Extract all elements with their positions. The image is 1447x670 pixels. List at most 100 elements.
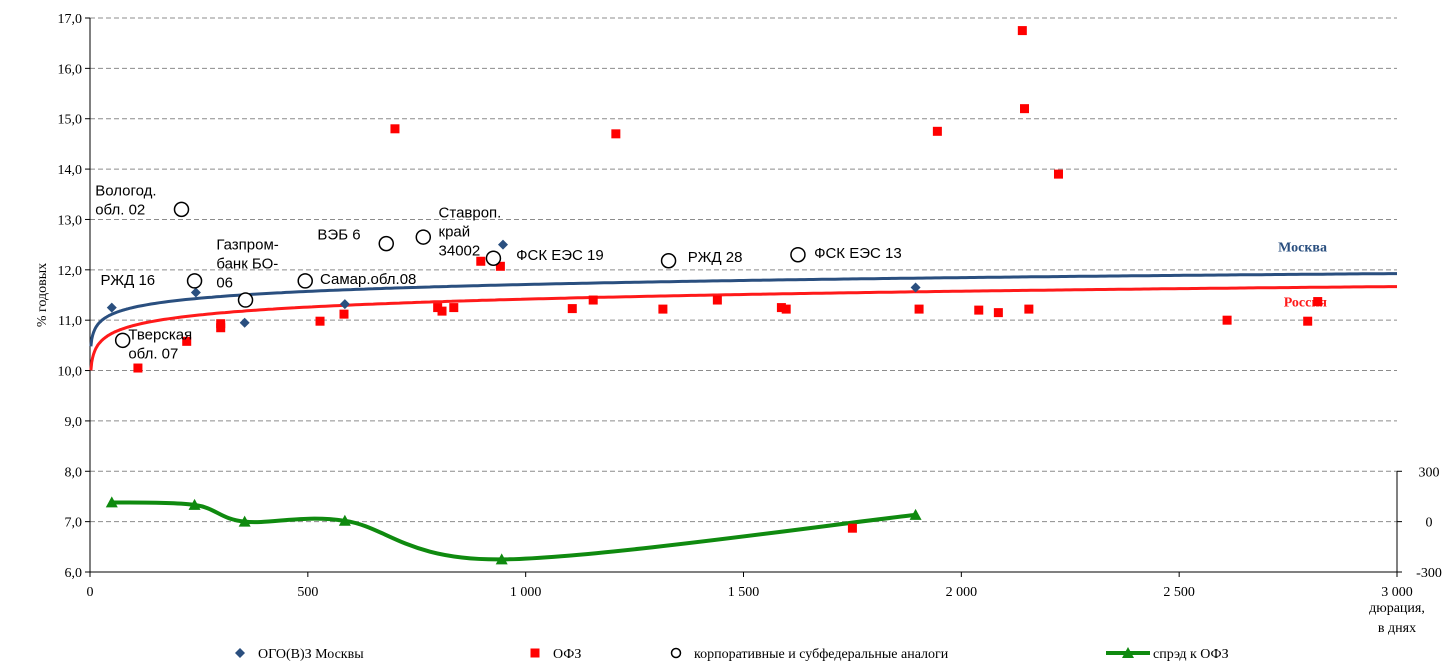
- x-tick-label: 3 000: [1381, 585, 1413, 600]
- point-annotation: край: [439, 223, 471, 240]
- y-tick-label: 9,0: [65, 415, 83, 430]
- spread-point: [495, 553, 508, 565]
- legend-diamond-icon: [235, 648, 245, 658]
- corporate-point: [237, 292, 254, 308]
- ofz-point: [588, 295, 598, 305]
- ofz-point: [133, 363, 143, 373]
- x-tick-label: 0: [87, 585, 94, 600]
- corporate-point: [485, 250, 502, 266]
- legend-triangle-icon: [1122, 647, 1134, 658]
- y2-tick-label: 300: [1419, 465, 1440, 480]
- moscow-bond-point: [910, 282, 921, 293]
- spread-line: [111, 500, 916, 562]
- spread-point: [338, 514, 351, 526]
- ofz-point: [495, 261, 505, 271]
- ofz-point: [914, 304, 924, 314]
- y-axis-label: % годовых: [35, 263, 50, 327]
- point-annotation: обл. 07: [128, 345, 178, 362]
- point-annotation: обл. 02: [95, 201, 145, 218]
- ofz-point: [611, 129, 621, 139]
- corporate-point: [415, 229, 432, 245]
- point-annotation: Самар.обл.08: [320, 271, 416, 288]
- y-tick-label: 15,0: [58, 113, 83, 128]
- ofz-point: [781, 304, 791, 314]
- y-tick-label: 7,0: [65, 516, 83, 531]
- y2-tick-label: -300: [1416, 566, 1442, 581]
- moscow-bond-point: [190, 287, 201, 298]
- point-annotation: РЖД 16: [100, 272, 155, 289]
- ofz-point: [932, 126, 942, 136]
- ofz-point: [1222, 315, 1232, 325]
- ofz-point: [216, 323, 226, 333]
- point-annotation: Ставроп.: [439, 204, 502, 221]
- y-tick-label: 8,0: [65, 465, 83, 480]
- x-axis-label-line1: дюрация,: [1369, 601, 1425, 616]
- x-tick-label: 2 000: [946, 585, 978, 600]
- corporate-point: [186, 273, 203, 289]
- curve-moscow: [89, 272, 1397, 347]
- legend-label: корпоративные и субфедеральные аналоги: [694, 647, 949, 662]
- ofz-point: [1313, 297, 1323, 307]
- ofz-point: [449, 303, 459, 313]
- y-tick-label: 17,0: [58, 12, 83, 27]
- curve-label-moscow: Москва: [1278, 241, 1327, 256]
- y-tick-label: 10,0: [58, 365, 83, 380]
- point-annotation: РЖД 28: [688, 249, 743, 266]
- legend-label: ОГО(В)З Москвы: [258, 647, 364, 662]
- corporate-point: [378, 235, 395, 252]
- ofz-point: [437, 306, 447, 316]
- point-annotation: Тверская: [128, 326, 192, 343]
- ofz-point: [776, 303, 786, 313]
- spread-point: [188, 498, 201, 510]
- ofz-point: [974, 305, 984, 315]
- y-tick-label: 11,0: [58, 314, 82, 329]
- legend-label: ОФЗ: [553, 647, 581, 662]
- x-axis-label-line2: в днях: [1378, 621, 1416, 636]
- ofz-point: [658, 304, 668, 314]
- point-annotation: Вологод.: [95, 182, 156, 199]
- point-annotation: ФСК ЕЭС 19: [516, 247, 604, 264]
- y-tick-label: 6,0: [65, 566, 83, 581]
- ofz-point: [315, 316, 325, 326]
- ofz-point: [390, 124, 400, 134]
- ofz-point: [1020, 104, 1030, 114]
- x-tick-label: 500: [297, 585, 318, 600]
- ofz-point: [1303, 316, 1313, 326]
- corporate-point: [660, 253, 677, 269]
- ofz-point: [1024, 304, 1034, 314]
- ofz-point: [993, 308, 1003, 318]
- point-annotation: ВЭБ 6: [317, 227, 360, 244]
- ofz-point: [182, 336, 192, 346]
- point-annotation: ФСК ЕЭС 13: [814, 245, 902, 262]
- y-tick-label: 14,0: [58, 163, 83, 178]
- ofz-point: [1053, 169, 1063, 179]
- x-tick-label: 2 500: [1163, 585, 1195, 600]
- corporate-point: [790, 246, 806, 263]
- x-tick-label: 1 500: [728, 585, 760, 600]
- y2-tick-label: 0: [1426, 516, 1433, 531]
- moscow-bond-point: [106, 302, 117, 313]
- corporate-point: [173, 201, 190, 218]
- ofz-point: [339, 309, 349, 319]
- moscow-bond-point: [239, 317, 250, 328]
- ofz-point: [1017, 26, 1027, 36]
- legend-label: спрэд к ОФЗ: [1153, 647, 1229, 662]
- point-annotation: 34002: [439, 242, 481, 259]
- y-tick-label: 12,0: [58, 264, 83, 279]
- legend-circle-icon: [670, 647, 682, 659]
- spread-point: [238, 515, 251, 527]
- legend-square-icon: [530, 648, 540, 658]
- spread-point: [105, 496, 118, 508]
- curve-russia: [89, 285, 1397, 371]
- point-annotation: Газпром-: [216, 237, 278, 254]
- spread-point: [909, 508, 922, 520]
- ofz-point: [847, 523, 857, 533]
- ofz-point: [567, 304, 577, 314]
- ofz-point: [712, 295, 722, 305]
- corporate-point: [297, 273, 313, 289]
- point-annotation: 06: [216, 275, 233, 292]
- ofz-point: [476, 256, 486, 266]
- y-tick-label: 13,0: [58, 213, 83, 228]
- corporate-point: [114, 332, 131, 349]
